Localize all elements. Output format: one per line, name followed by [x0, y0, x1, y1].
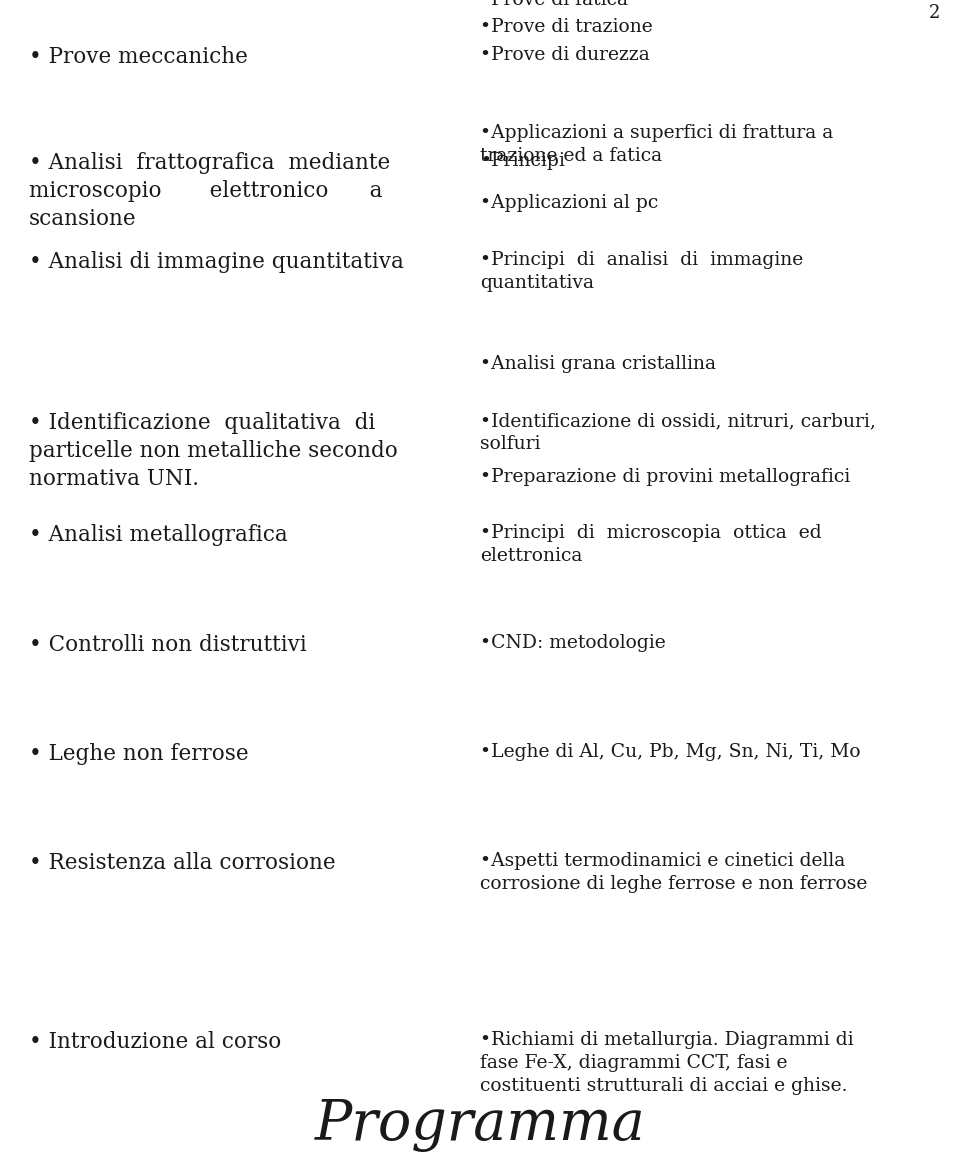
Text: •Principi  di  microscopia  ottica  ed
elettronica: •Principi di microscopia ottica ed elett… — [480, 524, 822, 566]
Text: • Identificazione  qualitativa  di
particelle non metalliche secondo
normativa U: • Identificazione qualitativa di partice… — [29, 412, 397, 491]
Text: •Applicazioni al pc: •Applicazioni al pc — [480, 194, 659, 212]
Text: •Richiami di metallurgia. Diagrammi di
fase Fe-X, diagrammi CCT, fasi e
costitue: •Richiami di metallurgia. Diagrammi di f… — [480, 1031, 853, 1094]
Text: • Introduzione al corso: • Introduzione al corso — [29, 1031, 281, 1053]
Text: 2: 2 — [928, 3, 940, 22]
Text: •Applicazioni a superfici di frattura a
trazione ed a fatica: •Applicazioni a superfici di frattura a … — [480, 124, 833, 166]
Text: • Resistenza alla corrosione: • Resistenza alla corrosione — [29, 852, 335, 874]
Text: Programma: Programma — [315, 1097, 645, 1152]
Text: • Analisi metallografica: • Analisi metallografica — [29, 524, 288, 546]
Text: •Preparazione di provini metallografici: •Preparazione di provini metallografici — [480, 468, 851, 486]
Text: • Analisi  frattografica  mediante
microscopio       elettronico      a
scansion: • Analisi frattografica mediante microsc… — [29, 152, 390, 230]
Text: •Principi: •Principi — [480, 152, 564, 170]
Text: • Analisi di immagine quantitativa: • Analisi di immagine quantitativa — [29, 251, 403, 273]
Text: •CND: metodologie: •CND: metodologie — [480, 634, 665, 652]
Text: • Controlli non distruttivi: • Controlli non distruttivi — [29, 634, 306, 655]
Text: •Prove di trazione: •Prove di trazione — [480, 18, 653, 37]
Text: •Leghe di Al, Cu, Pb, Mg, Sn, Ni, Ti, Mo: •Leghe di Al, Cu, Pb, Mg, Sn, Ni, Ti, Mo — [480, 743, 860, 761]
Text: •Aspetti termodinamici e cinetici della
corrosione di leghe ferrose e non ferros: •Aspetti termodinamici e cinetici della … — [480, 852, 868, 894]
Text: •Identificazione di ossidi, nitruri, carburi,
solfuri: •Identificazione di ossidi, nitruri, car… — [480, 412, 876, 454]
Text: •Prove di fatica: •Prove di fatica — [480, 0, 628, 9]
Text: • Prove meccaniche: • Prove meccaniche — [29, 46, 248, 68]
Text: •Prove di durezza: •Prove di durezza — [480, 46, 650, 65]
Text: •Analisi grana cristallina: •Analisi grana cristallina — [480, 355, 716, 373]
Text: •Principi  di  analisi  di  immagine
quantitativa: •Principi di analisi di immagine quantit… — [480, 251, 804, 293]
Text: • Leghe non ferrose: • Leghe non ferrose — [29, 743, 249, 765]
